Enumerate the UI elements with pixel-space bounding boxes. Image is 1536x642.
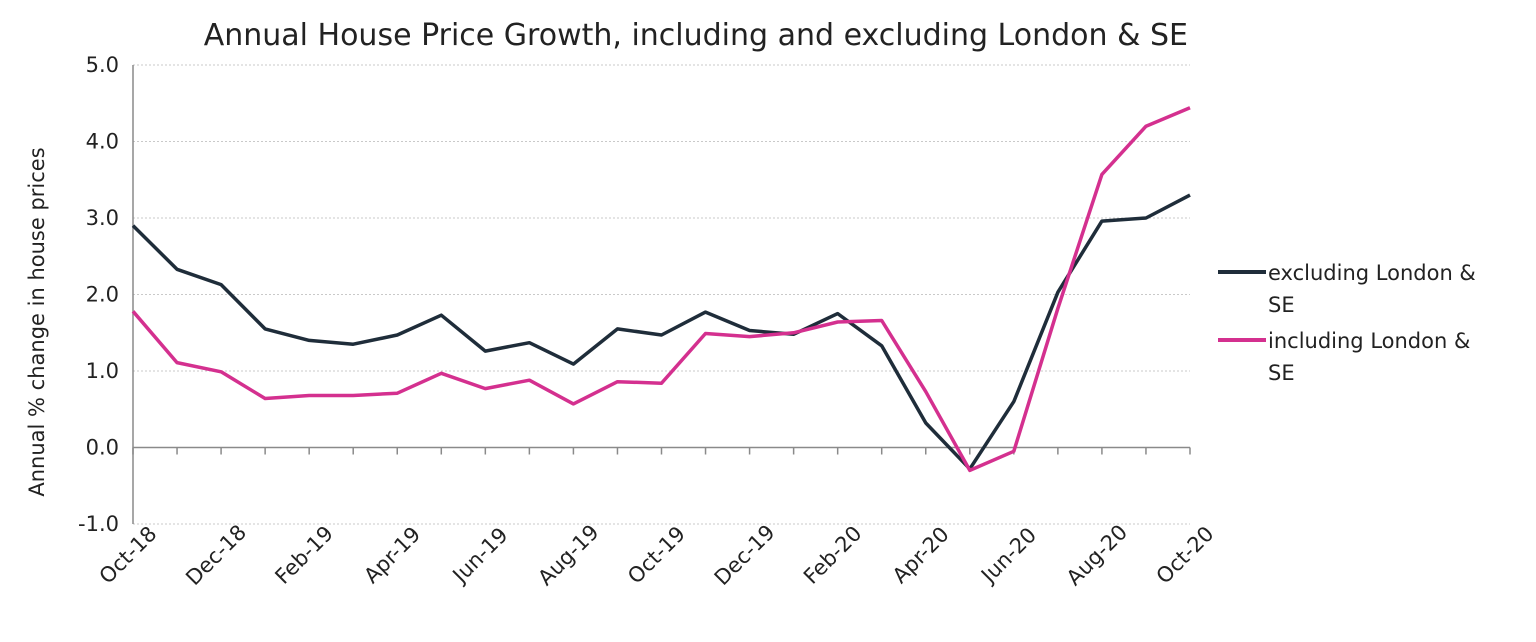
x-tick-label: Jun-19 (447, 523, 513, 589)
x-tick-label: Apr-20 (888, 522, 954, 588)
y-tick-label: -1.0 (78, 512, 119, 536)
y-tick-label: 5.0 (86, 53, 119, 77)
x-tick-label: Apr-19 (359, 522, 425, 588)
x-tick-label: Dec-19 (710, 520, 780, 590)
y-tick-label: 3.0 (86, 206, 119, 230)
y-tick-label: 1.0 (86, 359, 119, 383)
x-tick-label: Aug-19 (533, 520, 603, 590)
x-tick-label: Jun-20 (975, 523, 1041, 589)
gridlines (133, 64, 1190, 525)
legend: excluding London & SE including London & SE (1218, 261, 1476, 385)
series-line-1 (131, 193, 1191, 471)
chart-title: Annual House Price Growth, including and… (204, 18, 1188, 53)
x-tick-label: Feb-19 (270, 521, 338, 589)
legend-label: including London & (1268, 329, 1470, 353)
x-tick-label: Aug-20 (1062, 520, 1132, 590)
x-tick-label: Dec-18 (181, 520, 251, 590)
legend-label: SE (1268, 361, 1295, 385)
legend-label: SE (1268, 293, 1295, 317)
y-tick-label: 4.0 (86, 130, 119, 154)
x-tick-label: Oct-20 (1152, 522, 1219, 589)
x-tick-label: Oct-19 (623, 522, 690, 589)
legend-label: excluding London & (1268, 261, 1476, 285)
series-lines (131, 106, 1191, 473)
y-tick-label: 2.0 (86, 283, 119, 307)
series-line-2 (131, 106, 1191, 473)
y-axis-label: Annual % change in house prices (25, 147, 49, 496)
x-tick-label: Feb-20 (799, 521, 867, 589)
y-tick-label: 0.0 (86, 436, 119, 460)
